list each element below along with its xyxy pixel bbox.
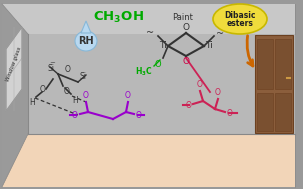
Ellipse shape — [213, 4, 267, 34]
Text: O: O — [72, 111, 78, 119]
Text: esters: esters — [227, 19, 253, 29]
Text: Ti: Ti — [205, 42, 213, 50]
Polygon shape — [81, 21, 91, 33]
Text: O: O — [39, 84, 45, 94]
Text: H: H — [72, 96, 78, 105]
Text: ~: ~ — [216, 29, 224, 39]
Text: Ti: Ti — [159, 42, 167, 50]
Text: H: H — [29, 98, 35, 107]
Text: Window glass: Window glass — [5, 46, 22, 82]
Text: O: O — [227, 108, 233, 118]
Text: Si: Si — [79, 72, 86, 81]
Bar — [255, 35, 293, 133]
Text: O: O — [182, 57, 189, 66]
Text: O: O — [197, 80, 203, 89]
Polygon shape — [28, 34, 295, 134]
Bar — [257, 39, 273, 89]
Text: RH: RH — [78, 36, 94, 46]
Text: O: O — [83, 91, 89, 100]
Text: O: O — [65, 65, 71, 74]
Text: ~: ~ — [146, 28, 154, 38]
Text: ~: ~ — [49, 60, 55, 66]
Ellipse shape — [75, 31, 97, 51]
Bar — [275, 39, 291, 89]
Polygon shape — [2, 4, 28, 187]
Text: Si: Si — [48, 64, 55, 73]
Polygon shape — [6, 27, 22, 111]
Bar — [275, 93, 291, 131]
Text: O: O — [215, 88, 221, 97]
Text: $\mathbf{CH_3OH}$: $\mathbf{CH_3OH}$ — [92, 9, 143, 25]
Text: O: O — [125, 91, 131, 100]
Polygon shape — [2, 4, 295, 34]
Text: O: O — [182, 23, 189, 32]
Text: $\mathbf{H_3C}$: $\mathbf{H_3C}$ — [135, 66, 153, 78]
Text: O: O — [154, 60, 161, 69]
Text: O: O — [185, 101, 191, 109]
Text: O: O — [64, 87, 70, 96]
Polygon shape — [2, 134, 295, 187]
Text: O: O — [136, 111, 142, 119]
Text: Paint: Paint — [173, 12, 193, 22]
Text: Dibasic: Dibasic — [224, 11, 256, 19]
Bar — [257, 93, 273, 131]
